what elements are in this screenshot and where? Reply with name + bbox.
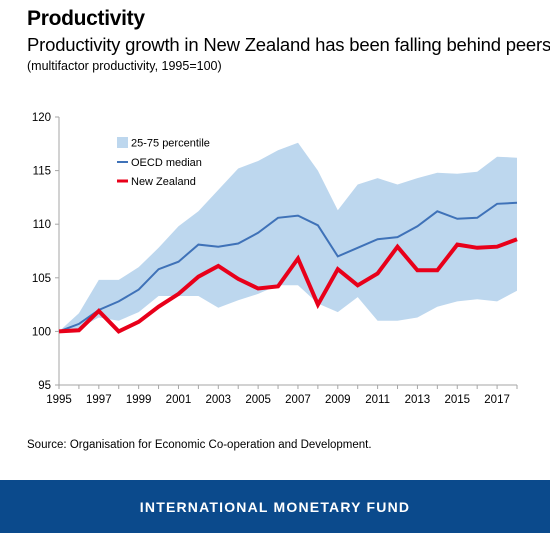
percentile-band-layer	[59, 142, 517, 332]
y-tick-label: 100	[32, 326, 51, 338]
x-tick-label: 2005	[245, 394, 271, 406]
page-title: Productivity	[27, 7, 145, 30]
x-tick-label: 2003	[206, 394, 232, 406]
legend: 25-75 percentile OECD median New Zealand	[117, 137, 210, 188]
legend-label-band: 25-75 percentile	[131, 138, 210, 150]
legend-label-oecd: OECD median	[131, 157, 202, 169]
series-layer	[58, 201, 518, 334]
y-tick-label: 105	[32, 273, 51, 285]
y-tick-label: 110	[33, 219, 51, 231]
line-chart: 95 100 105 110 115 120 1995 1997 1999 2001 2003 200…	[32, 112, 518, 406]
x-tick-label: 2001	[166, 394, 192, 406]
x-tick-label: 2009	[325, 394, 351, 406]
x-tick-label: 2013	[405, 394, 431, 406]
source-note: Source: Organisation for Economic Co-ope…	[27, 439, 372, 451]
series-line-oecd-median	[58, 201, 518, 333]
series-line-new-zealand	[58, 237, 518, 334]
x-tick-label: 1999	[126, 394, 152, 406]
footer-banner: INTERNATIONAL MONETARY FUND	[0, 480, 550, 533]
x-tick-label: 2015	[444, 394, 470, 406]
legend-swatch-band	[117, 137, 128, 148]
x-tick-label: 2017	[484, 394, 510, 406]
y-tick-label: 95	[38, 380, 51, 392]
percentile-band	[59, 142, 517, 332]
y-tick-label: 115	[33, 166, 51, 178]
y-tick-label: 120	[32, 112, 51, 124]
chart-subtitle: Productivity growth in New Zealand has b…	[27, 34, 550, 55]
x-tick-label: 2007	[285, 394, 311, 406]
footer-label: INTERNATIONAL MONETARY FUND	[139, 498, 411, 515]
chart-note: (multifactor productivity, 1995=100)	[27, 59, 222, 73]
x-tick-label: 1997	[86, 394, 112, 406]
axes: 95 100 105 110 115 120 1995 1997 1999 2001 2003 200…	[32, 112, 518, 406]
x-tick-label: 2011	[365, 394, 390, 406]
x-tick-label: 1995	[46, 394, 72, 406]
legend-label-nz: New Zealand	[131, 176, 196, 188]
